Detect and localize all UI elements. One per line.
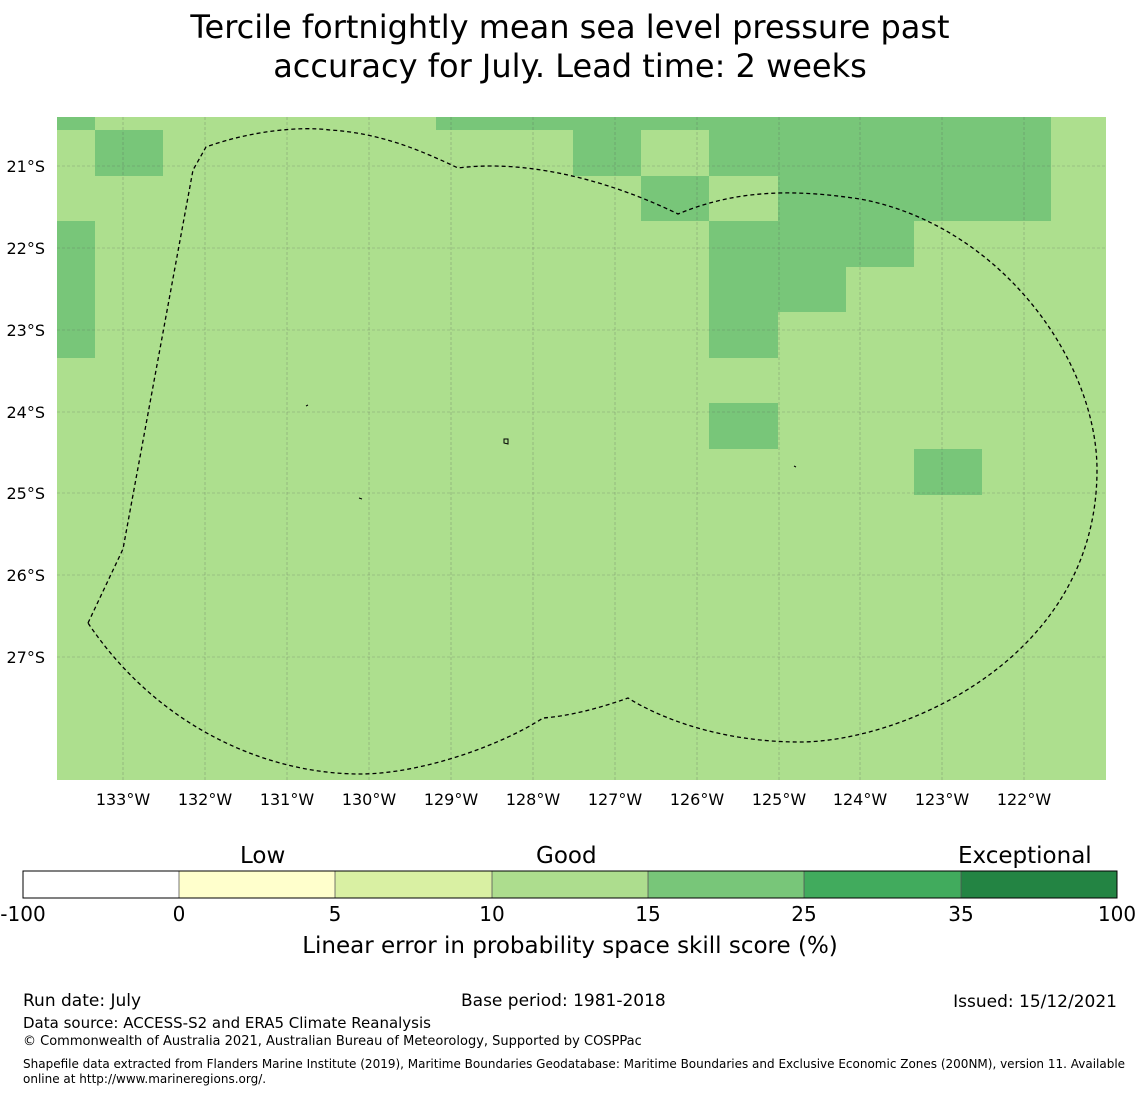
colorbar-label-good: Good bbox=[536, 843, 597, 869]
lon-label: 122°W bbox=[997, 790, 1052, 809]
chart-title: Tercile fortnightly mean sea level press… bbox=[0, 8, 1140, 86]
title-line-2: accuracy for July. Lead time: 2 weeks bbox=[273, 47, 867, 85]
lat-label: 25°S bbox=[6, 484, 45, 503]
colorbar-frame bbox=[22, 870, 1118, 899]
lon-label: 125°W bbox=[752, 790, 807, 809]
skill-cell bbox=[709, 130, 1051, 176]
shapefile-credit: Shapefile data extracted from Flanders M… bbox=[23, 1057, 1126, 1086]
base-period: Base period: 1981-2018 bbox=[461, 991, 666, 1011]
skill-cell bbox=[57, 221, 95, 358]
skill-cell bbox=[95, 130, 163, 176]
lon-label: 131°W bbox=[260, 790, 315, 809]
skill-cell bbox=[709, 267, 846, 312]
colorbar-tick: 5 bbox=[328, 902, 342, 926]
run-date: Run date: July bbox=[23, 991, 142, 1011]
lon-labels: 133°W 132°W 131°W 130°W 129°W 128°W 127°… bbox=[96, 790, 1052, 809]
colorbar-tick: 100 bbox=[1097, 902, 1137, 926]
skill-cell bbox=[641, 176, 709, 221]
colorbar bbox=[22, 870, 1118, 899]
colorbar-segment bbox=[804, 871, 961, 898]
lon-label: 129°W bbox=[424, 790, 479, 809]
skill-cell bbox=[573, 130, 641, 176]
lon-label: 126°W bbox=[670, 790, 725, 809]
colorbar-tick: 10 bbox=[479, 902, 505, 926]
skill-cell bbox=[709, 312, 778, 358]
lon-label: 124°W bbox=[833, 790, 888, 809]
skill-cell bbox=[436, 117, 1051, 130]
lon-label: 133°W bbox=[96, 790, 151, 809]
lat-label: 22°S bbox=[6, 239, 45, 258]
colorbar-tick: 0 bbox=[172, 902, 186, 926]
island bbox=[503, 438, 509, 445]
copyright-notice: © Commonwealth of Australia 2021, Austra… bbox=[23, 1034, 642, 1049]
colorbar-tick: 35 bbox=[948, 902, 974, 926]
lat-label: 21°S bbox=[6, 157, 45, 176]
colorbar-label-low: Low bbox=[240, 843, 286, 869]
skill-cell bbox=[914, 449, 982, 495]
skill-cell bbox=[709, 221, 914, 267]
gridlines bbox=[57, 117, 1106, 780]
colorbar-segment bbox=[23, 871, 179, 898]
lat-labels: 21°S 22°S 23°S 24°S 25°S 26°S 27°S bbox=[6, 157, 45, 667]
island bbox=[793, 465, 797, 468]
skill-cells bbox=[57, 117, 1051, 495]
skill-cell bbox=[709, 403, 778, 449]
lon-label: 128°W bbox=[506, 790, 561, 809]
lon-label: 130°W bbox=[342, 790, 397, 809]
lon-label: 127°W bbox=[588, 790, 643, 809]
colorbar-label-exceptional: Exceptional bbox=[958, 843, 1092, 869]
colorbar-segment bbox=[492, 871, 648, 898]
colorbar-segment bbox=[335, 871, 492, 898]
skill-cell bbox=[778, 176, 1051, 221]
colorbar-axis-label: Linear error in probability space skill … bbox=[302, 933, 838, 959]
colorbar-tick: -100 bbox=[0, 902, 46, 926]
data-source: Data source: ACCESS-S2 and ERA5 Climate … bbox=[23, 1014, 431, 1032]
lon-label: 123°W bbox=[915, 790, 970, 809]
title-line-1: Tercile fortnightly mean sea level press… bbox=[190, 8, 950, 46]
colorbar-segment bbox=[961, 871, 1117, 898]
lat-label: 24°S bbox=[6, 403, 45, 422]
colorbar-segment bbox=[648, 871, 804, 898]
map: 21°S 22°S 23°S 24°S 25°S 26°S 27°S 133°W… bbox=[6, 117, 1118, 899]
skill-cell bbox=[57, 117, 95, 130]
islands bbox=[305, 404, 797, 500]
lat-label: 26°S bbox=[6, 566, 45, 585]
colorbar-tick: 15 bbox=[635, 902, 661, 926]
colorbar-segment bbox=[179, 871, 335, 898]
lat-label: 23°S bbox=[6, 321, 45, 340]
lat-label: 27°S bbox=[6, 648, 45, 667]
island bbox=[358, 497, 363, 500]
lon-label: 132°W bbox=[178, 790, 233, 809]
issued-date: Issued: 15/12/2021 bbox=[953, 992, 1117, 1012]
eez-boundary bbox=[87, 128, 1098, 775]
island bbox=[305, 404, 309, 407]
colorbar-tick: 25 bbox=[791, 902, 817, 926]
map-background bbox=[57, 117, 1106, 780]
